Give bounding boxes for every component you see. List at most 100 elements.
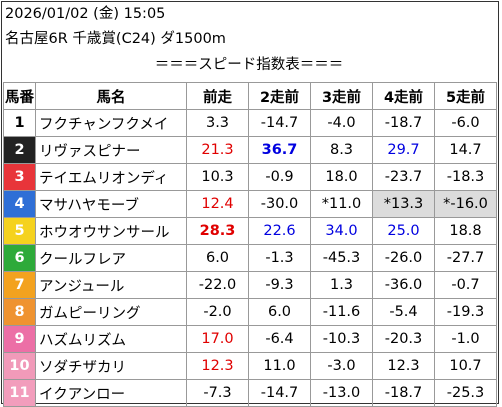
speed-index-cell: 22.6 xyxy=(248,217,311,245)
col-header-last: 前走 xyxy=(186,82,249,110)
speed-index-cell: 12.3 xyxy=(186,352,249,380)
horse-number: 9 xyxy=(3,325,36,353)
speed-index-cell: 1.3 xyxy=(310,271,373,299)
speed-index-cell: -23.7 xyxy=(372,163,435,191)
speed-index-cell: 28.3 xyxy=(186,217,249,245)
speed-index-cell: 29.7 xyxy=(372,136,435,164)
col-header-5th: 5走前 xyxy=(434,82,497,110)
horse-name: ホウオウサンサール xyxy=(35,217,187,245)
speed-index-cell: -3.0 xyxy=(310,352,373,380)
speed-index-cell: 10.7 xyxy=(434,352,497,380)
speed-index-cell: *-16.0 xyxy=(434,190,497,218)
speed-index-cell: -7.3 xyxy=(186,379,249,407)
speed-index-cell: 8.3 xyxy=(310,136,373,164)
col-header-number: 馬番 xyxy=(3,82,36,110)
speed-index-cell: -1.0 xyxy=(434,325,497,353)
speed-index-cell: 3.3 xyxy=(186,109,249,137)
table-body: 1 フクチャンフクメイ 3.3 -14.7 -4.0 -18.7 -6.0 2 リヴァスピナー 2… xyxy=(3,109,497,407)
speed-index-cell: -45.3 xyxy=(310,244,373,272)
horse-number: 8 xyxy=(3,298,36,326)
speed-index-cell: -6.4 xyxy=(248,325,311,353)
speed-index-cell: -36.0 xyxy=(372,271,435,299)
col-header-name: 馬名 xyxy=(35,82,187,110)
horse-name: マサハヤモーブ xyxy=(35,190,187,218)
horse-number: 1 xyxy=(3,109,36,137)
speed-index-cell: -14.7 xyxy=(248,379,311,407)
table-row: 7 アンジュール -22.0 -9.3 1.3 -36.0 -0.7 xyxy=(3,271,497,299)
speed-index-cell: -27.7 xyxy=(434,244,497,272)
speed-index-cell: -22.0 xyxy=(186,271,249,299)
speed-index-cell: 12.4 xyxy=(186,190,249,218)
speed-index-cell: -0.7 xyxy=(434,271,497,299)
speed-index-table: 馬番 馬名 前走 2走前 3走前 4走前 5走前 1 フクチャンフクメイ 3.3 -1… xyxy=(3,82,497,407)
table-row: 4 マサハヤモーブ 12.4 -30.0 *11.0 *13.3 *-16.0 xyxy=(3,190,497,218)
table-row: 3 テイエムリオンディ 10.3 -0.9 18.0 -23.7 -18.3 xyxy=(3,163,497,191)
speed-index-cell: 36.7 xyxy=(248,136,311,164)
speed-index-cell: -10.3 xyxy=(310,325,373,353)
table-row: 2 リヴァスピナー 21.3 36.7 8.3 29.7 14.7 xyxy=(3,136,497,164)
speed-index-cell: -19.3 xyxy=(434,298,497,326)
speed-index-cell: -25.3 xyxy=(434,379,497,407)
col-header-3rd: 3走前 xyxy=(310,82,373,110)
speed-index-cell: 12.3 xyxy=(372,352,435,380)
horse-number: 6 xyxy=(3,244,36,272)
speed-index-cell: 11.0 xyxy=(248,352,311,380)
col-header-4th: 4走前 xyxy=(372,82,435,110)
horse-number: 4 xyxy=(3,190,36,218)
horse-name: フクチャンフクメイ xyxy=(35,109,187,137)
table-row: 8 ガムピーリング -2.0 6.0 -11.6 -5.4 -19.3 xyxy=(3,298,497,326)
horse-name: リヴァスピナー xyxy=(35,136,187,164)
horse-number: 3 xyxy=(3,163,36,191)
speed-index-cell: *13.3 xyxy=(372,190,435,218)
speed-index-cell: 34.0 xyxy=(310,217,373,245)
horse-number: 5 xyxy=(3,217,36,245)
speed-index-cell: -20.3 xyxy=(372,325,435,353)
col-header-2nd: 2走前 xyxy=(248,82,311,110)
speed-index-cell: -11.6 xyxy=(310,298,373,326)
table-row: 10 ソダチザカリ 12.3 11.0 -3.0 12.3 10.7 xyxy=(3,352,497,380)
speed-index-cell: -14.7 xyxy=(248,109,311,137)
horse-number: 7 xyxy=(3,271,36,299)
table-row: 1 フクチャンフクメイ 3.3 -14.7 -4.0 -18.7 -6.0 xyxy=(3,109,497,137)
speed-index-cell: 14.7 xyxy=(434,136,497,164)
speed-index-cell: *11.0 xyxy=(310,190,373,218)
speed-index-cell: -18.3 xyxy=(434,163,497,191)
speed-index-cell: -4.0 xyxy=(310,109,373,137)
table-subtitle: ＝＝＝スピード指数表＝＝＝ xyxy=(154,57,344,73)
speed-index-cell: -30.0 xyxy=(248,190,311,218)
speed-index-cell: -6.0 xyxy=(434,109,497,137)
table-row: 11 イクアンロー -7.3 -14.7 -13.0 -18.7 -25.3 xyxy=(3,379,497,407)
horse-name: ハズムリズム xyxy=(35,325,187,353)
race-title: 名古屋6R 千歳賞(C24) ダ1500m xyxy=(5,31,226,47)
horse-name: ガムピーリング xyxy=(35,298,187,326)
horse-name: テイエムリオンディ xyxy=(35,163,187,191)
horse-number: 11 xyxy=(3,379,36,407)
table-row: 9 ハズムリズム 17.0 -6.4 -10.3 -20.3 -1.0 xyxy=(3,325,497,353)
speed-index-cell: -13.0 xyxy=(310,379,373,407)
speed-index-cell: -18.7 xyxy=(372,109,435,137)
speed-index-cell: 18.8 xyxy=(434,217,497,245)
horse-name: イクアンロー xyxy=(35,379,187,407)
horse-name: ソダチザカリ xyxy=(35,352,187,380)
speed-index-cell: -18.7 xyxy=(372,379,435,407)
speed-index-cell: -2.0 xyxy=(186,298,249,326)
table-row: 6 クールフレア 6.0 -1.3 -45.3 -26.0 -27.7 xyxy=(3,244,497,272)
speed-index-cell: -0.9 xyxy=(248,163,311,191)
speed-index-cell: -5.4 xyxy=(372,298,435,326)
speed-index-cell: -26.0 xyxy=(372,244,435,272)
speed-index-cell: -1.3 xyxy=(248,244,311,272)
race-datetime: 2026/01/02 (金) 15:05 xyxy=(5,6,166,22)
horse-number: 2 xyxy=(3,136,36,164)
speed-index-cell: 18.0 xyxy=(310,163,373,191)
speed-index-cell: 17.0 xyxy=(186,325,249,353)
horse-name: アンジュール xyxy=(35,271,187,299)
speed-index-cell: 6.0 xyxy=(248,298,311,326)
speed-index-cell: 21.3 xyxy=(186,136,249,164)
speed-index-cell: -9.3 xyxy=(248,271,311,299)
speed-index-cell: 10.3 xyxy=(186,163,249,191)
horse-name: クールフレア xyxy=(35,244,187,272)
table-row: 5 ホウオウサンサール 28.3 22.6 34.0 25.0 18.8 xyxy=(3,217,497,245)
speed-index-cell: 25.0 xyxy=(372,217,435,245)
header-row: 馬番 馬名 前走 2走前 3走前 4走前 5走前 xyxy=(3,82,497,110)
horse-number: 10 xyxy=(3,352,36,380)
